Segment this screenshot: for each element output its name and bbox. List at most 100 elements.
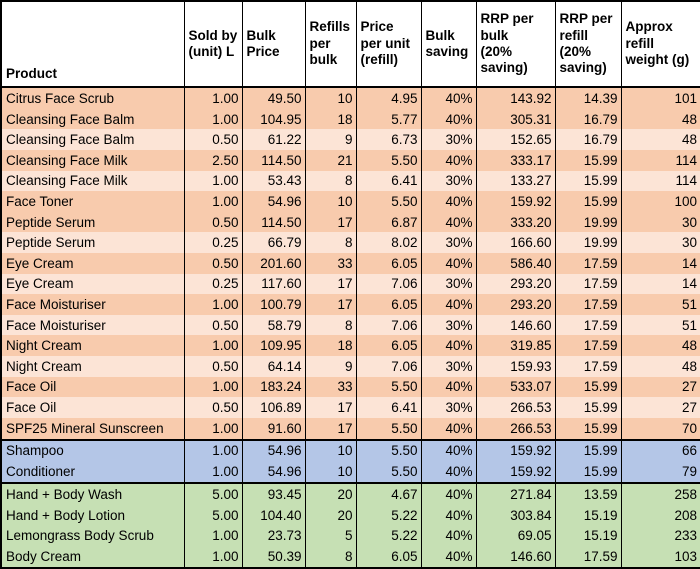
value-cell[interactable]: 40% — [420, 252, 477, 274]
value-cell[interactable]: 1.00 — [183, 335, 243, 356]
value-cell[interactable]: 23.73 — [241, 525, 306, 547]
product-cell[interactable]: Hand + Body Wash — [0, 482, 185, 505]
value-cell[interactable]: 19.99 — [554, 232, 622, 253]
value-cell[interactable]: 15.99 — [554, 461, 622, 484]
value-cell[interactable]: 146.60 — [475, 314, 556, 336]
product-cell[interactable]: Lemongrass Body Scrub — [0, 525, 185, 547]
value-cell[interactable]: 70 — [620, 417, 700, 440]
value-cell[interactable]: 100.79 — [241, 294, 306, 315]
value-cell[interactable]: 5.00 — [183, 482, 243, 505]
value-cell[interactable]: 117.60 — [241, 273, 306, 295]
value-cell[interactable]: 19.99 — [554, 211, 622, 233]
value-cell[interactable]: 305.31 — [475, 108, 556, 130]
value-cell[interactable]: 6.05 — [355, 252, 422, 274]
value-cell[interactable]: 15.19 — [554, 525, 622, 547]
value-cell[interactable]: 2.50 — [183, 149, 243, 171]
col-header-rrp-per-refill[interactable]: RRP per refill (20% saving) — [554, 0, 622, 88]
value-cell[interactable]: 333.17 — [475, 149, 556, 171]
value-cell[interactable]: 33 — [304, 376, 357, 398]
value-cell[interactable]: 17 — [304, 417, 357, 440]
value-cell[interactable]: 49.50 — [241, 87, 306, 109]
value-cell[interactable]: 8 — [304, 170, 357, 192]
value-cell[interactable]: 7.06 — [355, 314, 422, 336]
value-cell[interactable]: 8.02 — [355, 232, 422, 253]
value-cell[interactable]: 7.06 — [355, 355, 422, 377]
value-cell[interactable]: 40% — [420, 461, 477, 484]
product-cell[interactable]: Face Toner — [0, 191, 185, 212]
value-cell[interactable]: 10 — [304, 438, 357, 462]
value-cell[interactable]: 5.22 — [355, 525, 422, 547]
value-cell[interactable]: 40% — [420, 417, 477, 440]
value-cell[interactable]: 17.59 — [554, 273, 622, 295]
value-cell[interactable]: 53.43 — [241, 170, 306, 192]
value-cell[interactable]: 40% — [420, 191, 477, 212]
value-cell[interactable]: 17 — [304, 397, 357, 418]
product-cell[interactable]: Cleansing Face Milk — [0, 149, 185, 171]
value-cell[interactable]: 266.53 — [475, 417, 556, 440]
value-cell[interactable]: 17.59 — [554, 294, 622, 315]
value-cell[interactable]: 30% — [420, 129, 477, 150]
product-cell[interactable]: Citrus Face Scrub — [0, 87, 185, 109]
value-cell[interactable]: 51 — [620, 294, 700, 315]
value-cell[interactable]: 152.65 — [475, 129, 556, 150]
product-cell[interactable]: Shampoo — [0, 438, 185, 462]
value-cell[interactable]: 0.25 — [183, 273, 243, 295]
value-cell[interactable]: 15.99 — [554, 191, 622, 212]
col-header-product[interactable]: Product — [0, 0, 185, 88]
value-cell[interactable]: 21 — [304, 149, 357, 171]
product-cell[interactable]: Face Moisturiser — [0, 314, 185, 336]
value-cell[interactable]: 40% — [420, 546, 477, 568]
value-cell[interactable]: 58.79 — [241, 314, 306, 336]
value-cell[interactable]: 40% — [420, 525, 477, 547]
value-cell[interactable]: 20 — [304, 504, 357, 526]
value-cell[interactable]: 333.20 — [475, 211, 556, 233]
value-cell[interactable]: 9 — [304, 355, 357, 377]
value-cell[interactable]: 5.50 — [355, 149, 422, 171]
value-cell[interactable]: 54.96 — [241, 461, 306, 484]
value-cell[interactable]: 30% — [420, 273, 477, 295]
value-cell[interactable]: 7.06 — [355, 273, 422, 295]
value-cell[interactable]: 79 — [620, 461, 700, 484]
value-cell[interactable]: 50.39 — [241, 546, 306, 568]
value-cell[interactable]: 40% — [420, 108, 477, 130]
value-cell[interactable]: 1.00 — [183, 87, 243, 109]
product-cell[interactable]: SPF25 Mineral Sunscreen — [0, 417, 185, 440]
value-cell[interactable]: 5 — [304, 525, 357, 547]
value-cell[interactable]: 14.39 — [554, 87, 622, 109]
product-cell[interactable]: Face Oil — [0, 376, 185, 398]
value-cell[interactable]: 319.85 — [475, 335, 556, 356]
product-cell[interactable]: Body Cream — [0, 546, 185, 568]
value-cell[interactable]: 114 — [620, 149, 700, 171]
value-cell[interactable]: 16.79 — [554, 129, 622, 150]
value-cell[interactable]: 1.00 — [183, 191, 243, 212]
value-cell[interactable]: 48 — [620, 129, 700, 150]
value-cell[interactable]: 10 — [304, 461, 357, 484]
value-cell[interactable]: 533.07 — [475, 376, 556, 398]
value-cell[interactable]: 1.00 — [183, 294, 243, 315]
value-cell[interactable]: 14 — [620, 252, 700, 274]
value-cell[interactable]: 159.92 — [475, 438, 556, 462]
value-cell[interactable]: 30% — [420, 355, 477, 377]
value-cell[interactable]: 6.05 — [355, 546, 422, 568]
value-cell[interactable]: 40% — [420, 211, 477, 233]
value-cell[interactable]: 1.00 — [183, 461, 243, 484]
value-cell[interactable]: 1.00 — [183, 525, 243, 547]
value-cell[interactable]: 5.00 — [183, 504, 243, 526]
value-cell[interactable]: 30 — [620, 211, 700, 233]
value-cell[interactable]: 159.93 — [475, 355, 556, 377]
value-cell[interactable]: 159.92 — [475, 461, 556, 484]
value-cell[interactable]: 48 — [620, 335, 700, 356]
product-cell[interactable]: Peptide Serum — [0, 211, 185, 233]
value-cell[interactable]: 40% — [420, 482, 477, 505]
value-cell[interactable]: 48 — [620, 355, 700, 377]
value-cell[interactable]: 18 — [304, 335, 357, 356]
value-cell[interactable]: 40% — [420, 438, 477, 462]
value-cell[interactable]: 30 — [620, 232, 700, 253]
value-cell[interactable]: 1.00 — [183, 170, 243, 192]
value-cell[interactable]: 4.95 — [355, 87, 422, 109]
value-cell[interactable]: 54.96 — [241, 191, 306, 212]
col-header-price-per-unit-refill[interactable]: Price per unit (refill) — [355, 0, 422, 88]
value-cell[interactable]: 9 — [304, 129, 357, 150]
product-cell[interactable]: Conditioner — [0, 461, 185, 484]
value-cell[interactable]: 18 — [304, 108, 357, 130]
